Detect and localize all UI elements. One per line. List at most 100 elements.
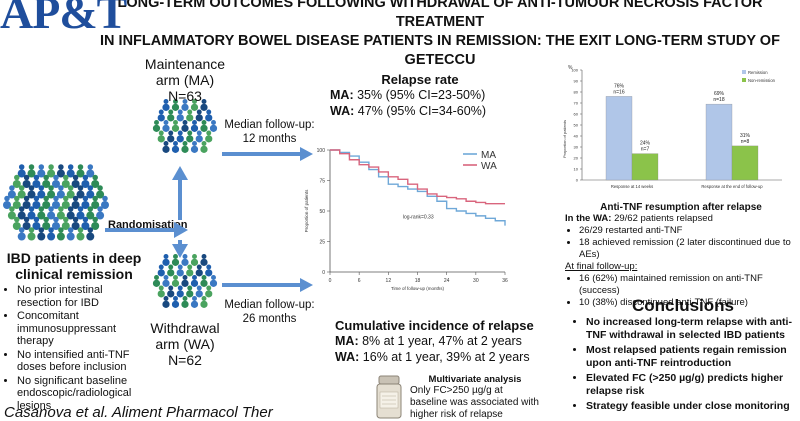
person-head — [182, 296, 188, 301]
bar-y-tick-label: 100 — [571, 68, 578, 73]
anti-tnf-panel: Anti-TNF resumption after relapse In the… — [565, 202, 797, 309]
person-head — [177, 130, 183, 136]
criterion-item: No intensified anti-TNF doses before inc… — [17, 349, 144, 374]
person-body — [52, 222, 60, 230]
person-body — [81, 201, 90, 209]
randomisation-arrows — [105, 166, 188, 258]
person-body — [195, 269, 203, 277]
person-head — [97, 206, 103, 212]
person-body — [91, 222, 100, 230]
person-body — [200, 103, 208, 111]
wa-n: N=62 — [168, 352, 202, 368]
person-body — [101, 201, 109, 209]
person-head — [28, 227, 35, 233]
multivariate-panel: Multivariate analysis Only FC>250 µg/g a… — [410, 374, 540, 421]
person-head — [211, 275, 216, 280]
person-head — [77, 227, 84, 233]
person-body — [162, 145, 170, 153]
person-body — [91, 180, 100, 188]
person-head — [163, 254, 169, 259]
person-head — [63, 216, 69, 223]
person-head — [87, 206, 94, 212]
person-head — [206, 130, 212, 136]
km-legend-label: WA — [481, 161, 497, 172]
person-body — [186, 269, 194, 277]
person-body — [71, 201, 80, 209]
anti-tnf-body: In the WA: 29/62 patients relapsed 26/29… — [565, 213, 797, 309]
bar-count-label: n=8 — [741, 139, 750, 145]
person-head — [92, 195, 98, 202]
person-body — [91, 201, 100, 209]
person-body — [186, 135, 194, 143]
cumulative-title: Cumulative incidence of relapse — [335, 318, 534, 333]
person-head — [63, 174, 69, 181]
anti-tnf-item: 26/29 restarted anti-TNF — [579, 225, 797, 237]
anti-tnf-list: 26/29 restarted anti-TNF 18 achieved rem… — [565, 225, 797, 261]
person-body — [42, 201, 51, 209]
person-head — [173, 141, 178, 146]
person-body — [86, 211, 95, 220]
person-body — [200, 124, 208, 132]
km-y-tick-label: 75 — [319, 179, 325, 185]
person-body — [167, 114, 175, 122]
km-x-tick-label: 12 — [386, 278, 392, 284]
conclusions-list: No increased long-term relapse with anti… — [572, 316, 794, 413]
person-body — [176, 269, 184, 277]
person-body — [157, 114, 165, 122]
bar-y-tick-label: 30 — [574, 145, 579, 150]
person-body — [56, 211, 65, 220]
person-head — [158, 109, 164, 115]
person-head — [43, 174, 49, 181]
person-body — [32, 201, 41, 209]
person-head — [43, 195, 49, 202]
person-head — [77, 206, 84, 212]
km-x-tick-label: 30 — [473, 278, 479, 284]
km-y-axis-label: Proportion of patients — [304, 189, 309, 233]
person-body — [37, 169, 46, 178]
person-body — [52, 180, 60, 188]
bar-non-remission — [731, 145, 759, 181]
person-head — [196, 264, 202, 270]
person-head — [67, 164, 74, 170]
conclusions-title: Conclusions — [631, 296, 734, 315]
bar-y-tick-label: 70 — [574, 101, 579, 106]
bar-remission — [705, 103, 733, 181]
citation: Casanova et al. Aliment Pharmacol Ther — [4, 404, 273, 421]
person-head — [168, 130, 174, 136]
person-head — [38, 164, 45, 170]
person-body — [162, 300, 170, 308]
wa-line2: arm (WA) — [155, 336, 215, 352]
person-head — [28, 164, 35, 170]
person-head — [192, 275, 197, 280]
person-body — [167, 290, 175, 298]
km-x-tick-label: 0 — [329, 278, 332, 284]
person-head — [192, 120, 197, 125]
person-head — [67, 206, 74, 212]
ma-followup-arrow — [222, 147, 313, 161]
bar-non-remission — [631, 153, 659, 181]
anti-tnf-intro-label: In the WA: — [565, 213, 612, 224]
relapse-wa-value: 47% (95% CI=34-60%) — [357, 104, 486, 118]
title-line-2: IN INFLAMMATORY BOWEL DISEASE PATIENTS I… — [100, 33, 780, 68]
conclusion-item: Most relapsed patients regain remission … — [586, 344, 794, 370]
person-body — [27, 232, 36, 241]
person-head — [163, 275, 169, 280]
km-series-wa — [330, 149, 505, 205]
person-head — [28, 206, 35, 212]
person-body — [37, 211, 46, 220]
multivariate-title: Multivariate analysis — [428, 374, 522, 385]
person-head — [196, 285, 202, 291]
multivariate-line3: higher risk of relapse — [410, 409, 503, 420]
bar-y-tick-label: 40 — [574, 134, 579, 139]
person-body — [181, 279, 189, 287]
km-y-tick-label: 50 — [319, 209, 325, 215]
relapse-ma-label: MA: — [330, 88, 354, 102]
anti-tnf-item: 18 achieved remission (2 later discontin… — [579, 237, 797, 261]
person-head — [87, 185, 94, 191]
person-head — [192, 254, 197, 259]
person-head — [168, 109, 174, 115]
person-body — [167, 135, 175, 143]
person-body — [171, 258, 180, 266]
km-x-tick-label: 18 — [415, 278, 421, 284]
bar-count-label: n=18 — [713, 97, 724, 103]
